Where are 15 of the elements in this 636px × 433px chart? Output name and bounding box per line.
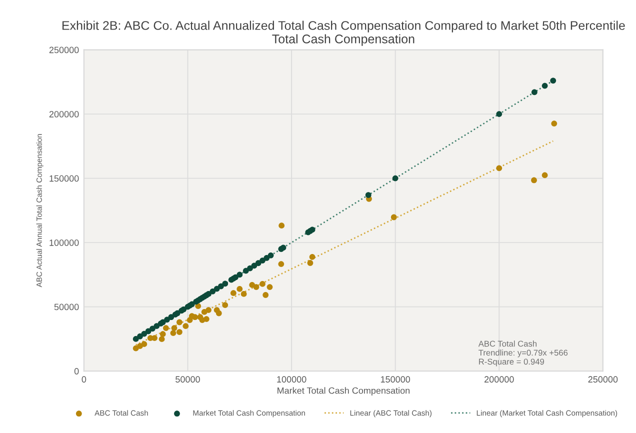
chart-title: Exhibit 2B: ABC Co. Actual Annualized Total Cash Compensation Compared to Market 50th Percentile Total Cash Compensation	[62, 20, 625, 46]
y-tick-label: 50000	[54, 304, 79, 310]
y-tick-label: 250000	[49, 46, 79, 54]
x-axis-title: Market Total Cash Compensation	[278, 387, 410, 396]
x-tick-label: 150000	[380, 376, 410, 383]
x-tick-label: 250000	[588, 376, 618, 383]
x-tick-label: 50000	[176, 376, 200, 383]
y-tick-label: 200000	[49, 111, 79, 118]
y-tick-label: 0	[74, 368, 79, 374]
annotation: ABC Total Cash Trendline: y=0.79x +566 R-Square = 0.949	[478, 340, 568, 366]
y-tick-label: 150000	[50, 175, 79, 182]
y-tick-label: 100000	[50, 240, 79, 246]
x-tick-label: 200000	[484, 376, 514, 383]
x-tick-label: 100000	[277, 376, 306, 383]
x-tick-label: 0	[82, 376, 86, 383]
